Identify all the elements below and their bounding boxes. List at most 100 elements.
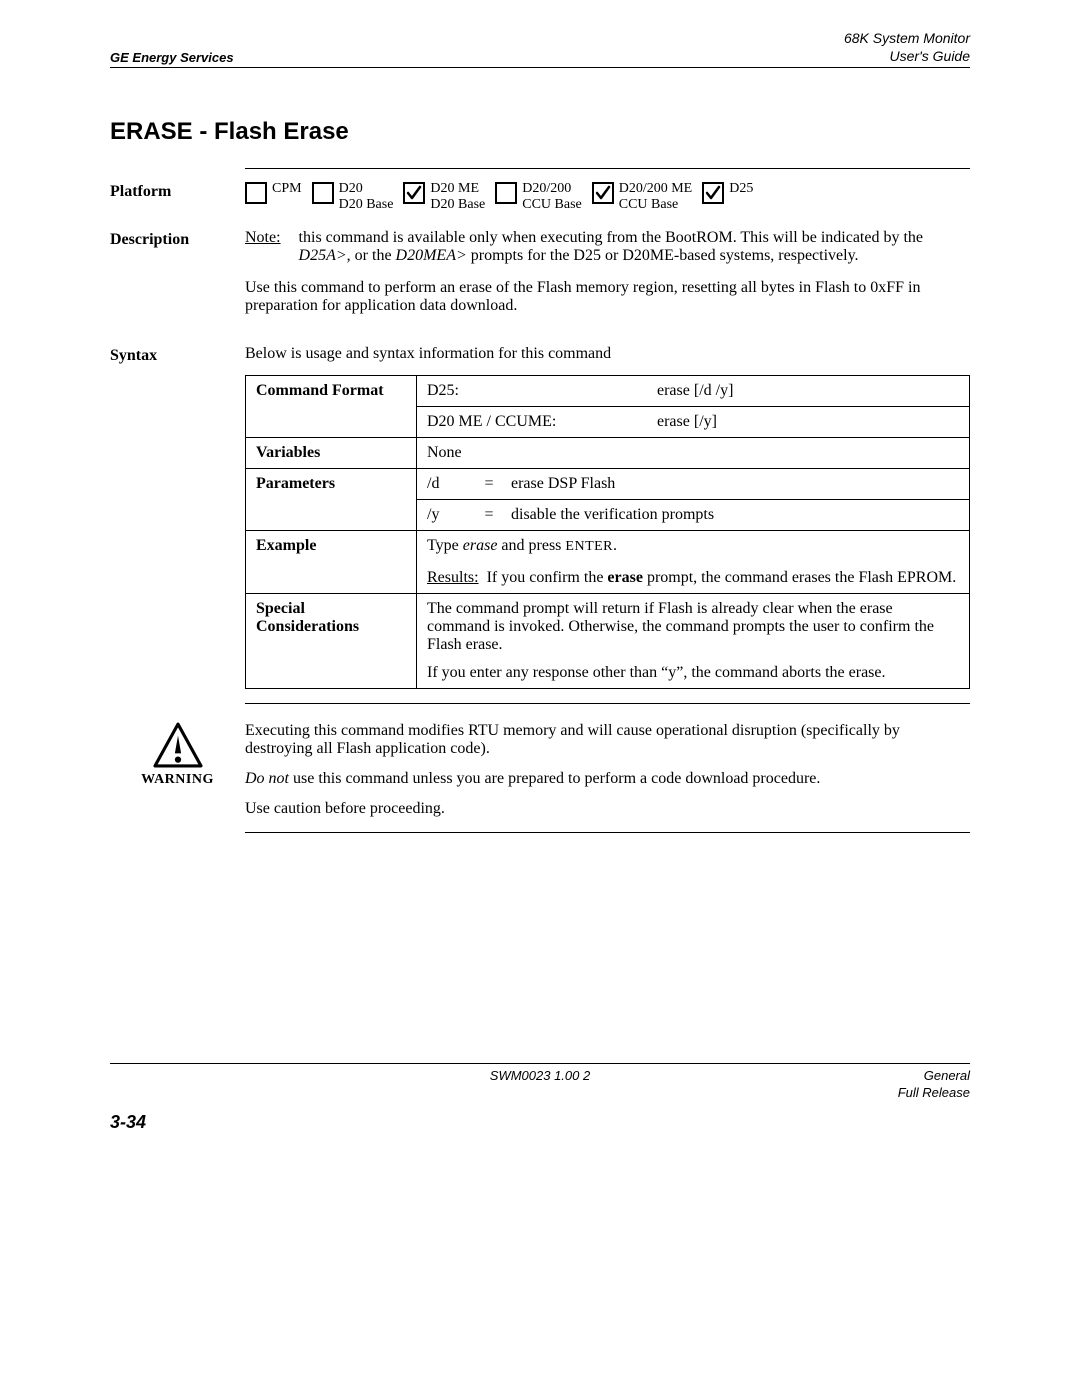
page-number: 3-34	[110, 1112, 970, 1133]
command-format-d20: D20 ME / CCUME: erase [/y]	[417, 407, 970, 438]
platform-item: CPM	[245, 181, 302, 204]
warning-p1: Executing this command modifies RTU memo…	[245, 722, 970, 758]
checkbox-unchecked-icon	[312, 182, 334, 204]
example-key: ENTER	[565, 539, 613, 554]
param-y: /y = disable the verification prompts	[417, 500, 970, 531]
example-mid: and press	[497, 537, 565, 554]
d25-label: D25:	[427, 382, 657, 400]
example-label: Example	[246, 531, 417, 594]
table-row: Parameters /d = erase DSP Flash	[246, 469, 970, 500]
checkbox-checked-icon	[403, 182, 425, 204]
param1-eq: =	[477, 475, 501, 493]
variables-value: None	[417, 438, 970, 469]
checkbox-checked-icon	[592, 182, 614, 204]
d25-cmd: erase [/d /y]	[657, 382, 733, 400]
footer-right: General Full Release	[898, 1068, 970, 1102]
description-label: Description	[110, 229, 245, 249]
param1-desc: erase DSP Flash	[511, 475, 615, 493]
platform-item: D20 MED20 Base	[403, 181, 485, 213]
results-label: Results:	[427, 569, 479, 587]
example-cell: Type erase and press ENTER. Results: If …	[417, 531, 970, 594]
table-row: Command Format D25: erase [/d /y]	[246, 376, 970, 407]
platform-label-text: D20/200 MECCU Base	[619, 181, 693, 213]
results-pre: If you confirm the	[487, 569, 608, 586]
platform-label-text: D20 MED20 Base	[430, 181, 485, 213]
special-label-2: Considerations	[256, 618, 359, 635]
header-right-line2: User's Guide	[844, 48, 970, 66]
platform-row: Platform CPM D20D20 Base D20 MED20 Base D20…	[110, 181, 970, 213]
description-note: Note: this command is available only whe…	[245, 229, 970, 265]
results-post: prompt, the command erases the Flash EPR…	[643, 569, 956, 586]
footer-right-1: General	[898, 1068, 970, 1085]
platform-item: D20/200CCU Base	[495, 181, 582, 213]
divider	[245, 168, 970, 169]
example-cmd: erase	[463, 537, 498, 554]
warning-p3: Use caution before proceeding.	[245, 800, 970, 818]
warning-p2-post: use this command unless you are prepared…	[289, 770, 820, 787]
checkbox-unchecked-icon	[495, 182, 517, 204]
param2-sym: /y	[427, 506, 467, 524]
warning-p2-pre: Do not	[245, 770, 289, 787]
platform-label-text: D25	[729, 181, 753, 197]
note-pre: this command is available only when exec…	[299, 229, 923, 246]
checkbox-unchecked-icon	[245, 182, 267, 204]
table-row: Variables None	[246, 438, 970, 469]
note-text: this command is available only when exec…	[299, 229, 970, 265]
header-right: 68K System Monitor User's Guide	[844, 30, 970, 65]
page-footer: SWM0023 1.00 2 General Full Release	[110, 1064, 970, 1102]
syntax-intro: Below is usage and syntax information fo…	[245, 345, 970, 363]
special-label: Special Considerations	[246, 594, 417, 689]
note-mid: , or the	[347, 247, 396, 264]
page-header: GE Energy Services 68K System Monitor Us…	[110, 30, 970, 68]
header-left: GE Energy Services	[110, 50, 234, 65]
syntax-table: Command Format D25: erase [/d /y] D20 ME…	[245, 375, 970, 689]
checkbox-checked-icon	[702, 182, 724, 204]
footer-right-2: Full Release	[898, 1085, 970, 1102]
platform-label-text: CPM	[272, 181, 302, 197]
param1-sym: /d	[427, 475, 467, 493]
d20-label: D20 ME / CCUME:	[427, 413, 657, 431]
platform-item: D20/200 MECCU Base	[592, 181, 693, 213]
platform-label: Platform	[110, 181, 245, 201]
platform-label-text: D20D20 Base	[339, 181, 394, 213]
section-title: ERASE - Flash Erase	[110, 118, 970, 146]
description-row: Description Note: this command is availa…	[110, 229, 970, 329]
results-bold: erase	[607, 569, 643, 586]
syntax-row: Syntax Below is usage and syntax informa…	[110, 345, 970, 704]
platform-item: D25	[702, 181, 753, 204]
platform-label-text: D20/200CCU Base	[522, 181, 582, 213]
param2-eq: =	[477, 506, 501, 524]
table-row: Example Type erase and press ENTER. Resu…	[246, 531, 970, 594]
special-p2: If you enter any response other than “y”…	[427, 664, 959, 682]
example-pre: Type	[427, 537, 463, 554]
d20-cmd: erase [/y]	[657, 413, 717, 431]
command-format-label: Command Format	[246, 376, 417, 438]
parameters-label: Parameters	[246, 469, 417, 531]
header-right-line1: 68K System Monitor	[844, 30, 970, 48]
example-post: .	[613, 537, 617, 554]
note-label: Note:	[245, 229, 281, 265]
warning-p2: Do not use this command unless you are p…	[245, 770, 970, 788]
special-label-1: Special	[256, 600, 305, 617]
note-post: prompts for the D25 or D20ME-based syste…	[467, 247, 859, 264]
platform-list: CPM D20D20 Base D20 MED20 Base D20/200CCU B…	[245, 181, 970, 213]
note-prompt-1: D25A>	[299, 247, 347, 264]
warning-label: WARNING	[141, 772, 214, 788]
command-format-d25: D25: erase [/d /y]	[417, 376, 970, 407]
variables-label: Variables	[246, 438, 417, 469]
note-prompt-2: D20MEA>	[396, 247, 467, 264]
warning-icon	[152, 722, 204, 768]
special-p1: The command prompt will return if Flash …	[427, 600, 959, 654]
param2-desc: disable the verification prompts	[511, 506, 714, 524]
divider	[245, 703, 970, 704]
param-d: /d = erase DSP Flash	[417, 469, 970, 500]
description-para2: Use this command to perform an erase of …	[245, 279, 970, 315]
special-cell: The command prompt will return if Flash …	[417, 594, 970, 689]
footer-center: SWM0023 1.00 2	[490, 1068, 590, 1083]
syntax-label: Syntax	[110, 345, 245, 365]
divider	[245, 832, 970, 833]
table-row: Special Considerations The command promp…	[246, 594, 970, 689]
platform-item: D20D20 Base	[312, 181, 394, 213]
warning-block: WARNING Executing this command modifies …	[110, 722, 970, 833]
results-text: If you confirm the erase prompt, the com…	[487, 569, 957, 587]
